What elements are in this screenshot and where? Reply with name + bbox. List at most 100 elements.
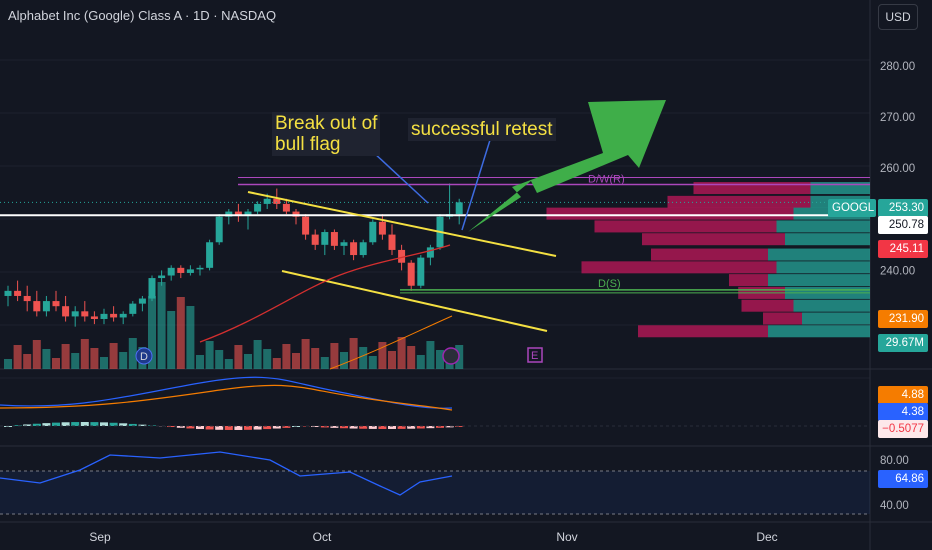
volume-bar: [234, 345, 243, 369]
candle-body: [282, 203, 290, 212]
macd-hist-bar: [253, 426, 262, 430]
macd-hist-bar: [368, 426, 377, 429]
macd-hist-bar: [100, 422, 108, 426]
rsi-tick-label: 40.00: [880, 500, 909, 512]
macd-hist-bar: [388, 426, 396, 429]
macd-hist-bar: [426, 426, 435, 429]
price-tick-label: 280.00: [880, 61, 915, 73]
volume-bar: [224, 359, 233, 369]
candle-body: [129, 303, 137, 314]
candle-body: [244, 211, 252, 216]
vp-sell-bar: [546, 207, 794, 220]
volume-bar: [397, 337, 406, 369]
macd-hist-bar: [455, 426, 464, 427]
vp-sell-bar: [741, 299, 794, 312]
macd-hist-bar: [320, 426, 329, 428]
price-tick-label: 240.00: [880, 265, 915, 277]
volume-bar: [167, 311, 176, 369]
volume-bar: [186, 306, 195, 369]
date-tick-label: Sep: [89, 530, 111, 544]
candle-body: [302, 216, 310, 235]
macd-hist-bar: [330, 426, 339, 428]
price-tick-label: 270.00: [880, 112, 915, 124]
macd-hist-bar: [23, 424, 32, 426]
green-target-arrow: [468, 100, 666, 232]
volume-bar: [32, 340, 41, 369]
candle-body: [398, 249, 406, 263]
earnings-marker-text: E: [531, 350, 538, 362]
macd-hist-bar: [32, 423, 41, 426]
macd-hist-bar: [416, 426, 425, 429]
macd-hist-bar: [224, 426, 233, 430]
volume-bar: [90, 348, 99, 369]
candle-body: [350, 242, 358, 256]
candle-body: [52, 301, 60, 307]
candle-body: [138, 298, 146, 304]
retest-text: successful retest: [411, 119, 553, 140]
rsi-badge: 64.86: [878, 470, 928, 488]
candle-body: [426, 247, 434, 258]
candle-body: [177, 267, 185, 273]
vp-sell-bar: [594, 220, 777, 233]
ticker-badge: GOOGL: [828, 199, 876, 217]
macd-hist-bar: [42, 423, 51, 426]
candle-body: [254, 203, 262, 212]
volume-bar: [311, 348, 320, 369]
ma-orange-line: [329, 315, 453, 370]
candle-body: [14, 290, 22, 296]
vp-buy-bar: [776, 261, 870, 274]
volume-bar: [42, 349, 51, 369]
earnings-marker: [527, 347, 543, 363]
volume-bar: [13, 345, 22, 369]
macd-hist-bar: [90, 422, 99, 426]
red-level-badge: 245.11: [878, 240, 928, 258]
histogram-badge: −0.5077: [878, 420, 928, 438]
volume-bar: [388, 351, 396, 369]
volume-bar: [52, 358, 60, 369]
volume-bar: [253, 340, 262, 369]
candle-body: [119, 313, 127, 318]
volume-bar: [320, 357, 329, 369]
vp-sell-bar: [763, 312, 802, 325]
vp-sell-bar: [651, 248, 768, 261]
macd-hist-bar: [263, 426, 272, 430]
white-line-badge: 250.78: [878, 216, 928, 234]
macd-hist-bar: [244, 426, 252, 430]
rsi-band: [0, 471, 870, 514]
volume-bar: [205, 341, 214, 369]
vp-buy-bar: [802, 312, 870, 325]
candle-body: [100, 313, 108, 319]
dw-level-label: D/W(R): [588, 173, 625, 185]
candle-body: [311, 234, 319, 245]
candle-body: [330, 232, 338, 246]
candle-body: [158, 275, 166, 279]
signal-line: [0, 384, 453, 411]
vp-buy-bar: [768, 325, 870, 338]
volume-badge: 29.67M: [878, 334, 928, 352]
candle-body: [225, 211, 233, 217]
volume-bar: [4, 359, 12, 369]
candle-body: [23, 295, 31, 302]
volume-bar: [292, 353, 300, 369]
volume-bar: [340, 352, 348, 369]
candle-body: [186, 269, 194, 273]
macd-hist-bar: [436, 426, 444, 428]
candle-body: [42, 301, 50, 312]
breakout-text: Break out of bull flag: [275, 113, 378, 155]
date-tick-label: Oct: [313, 530, 332, 544]
candle-body: [110, 313, 118, 318]
volume-bar: [272, 358, 281, 369]
volume-bar: [157, 282, 166, 369]
candle-body: [4, 290, 12, 296]
candle-body: [369, 221, 377, 243]
rsi-tick-label: 80.00: [880, 455, 909, 467]
date-tick-label: Dec: [756, 530, 777, 544]
currency-button[interactable]: USD: [878, 4, 918, 30]
macd-hist-bar: [61, 422, 70, 426]
price-tick-label: 260.00: [880, 163, 915, 175]
macd-hist-bar: [167, 426, 176, 428]
candle-body: [81, 311, 89, 317]
candle-body: [196, 267, 204, 270]
macd-hist-bar: [407, 426, 416, 429]
macd-hist-bar: [176, 426, 185, 428]
